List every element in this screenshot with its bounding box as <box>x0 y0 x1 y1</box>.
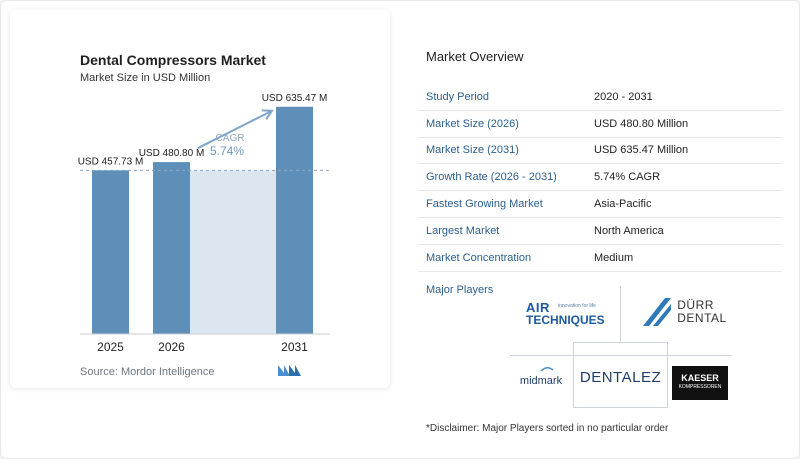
overview-row-value: Asia-Pacific <box>594 198 652 211</box>
overview-row-value: USD 480.80 Million <box>594 117 689 130</box>
grid-line <box>573 342 574 408</box>
data-label: USD 457.73 M <box>78 156 144 167</box>
grid-line <box>573 342 668 343</box>
cagr-arrow-line <box>197 109 273 149</box>
kaeser-logo-line1: KAESER <box>681 373 719 383</box>
x-tick-label: 2025 <box>97 340 124 354</box>
grid-line <box>510 355 732 356</box>
data-label: USD 635.47 M <box>262 93 328 104</box>
air-techniques-logo-bottom: TECHNIQUES <box>526 313 605 327</box>
bar-2025 <box>92 170 129 334</box>
cagr-arrow-head-icon <box>261 109 274 120</box>
overview-row-label: Market Size (2026) <box>426 117 519 130</box>
midmark-logo: midmark <box>512 367 570 392</box>
overview-row-label: Study Period <box>426 90 489 103</box>
growth-band <box>190 170 276 334</box>
overview-row: Largest Market North America <box>418 218 782 245</box>
overview-row-label: Market Size (2031) <box>426 144 519 157</box>
mordor-intelligence-logo-icon <box>278 365 301 376</box>
overview-row: Study Period 2020 - 2031 <box>418 84 782 111</box>
midmark-logo-text: midmark <box>519 375 563 387</box>
grid-line <box>573 407 668 408</box>
durr-dental-logo: DÜRR DENTAL <box>636 292 732 332</box>
overview-row: Growth Rate (2026 - 2031) 5.74% CAGR <box>418 164 782 192</box>
midmark-swoosh-icon <box>540 367 554 372</box>
overview-row: Fastest Growing Market Asia-Pacific <box>418 191 782 218</box>
overview-row-value: 5.74% CAGR <box>594 171 661 184</box>
dentalez-logo: DENTALEZ <box>575 362 666 392</box>
overview-row-value: North America <box>594 224 664 237</box>
overview-row: Market Size (2026) USD 480.80 Million <box>418 111 782 138</box>
bar-2026 <box>153 162 190 334</box>
kaeser-logo-line2: KOMPRESSOREN <box>678 384 722 390</box>
durr-dental-logo-line2: DENTAL <box>677 311 727 325</box>
data-label: USD 480.80 M <box>139 148 205 159</box>
overview-row-label: Largest Market <box>426 224 500 237</box>
source-note: Source: Mordor Intelligence <box>80 366 215 378</box>
cagr-label: CAGR <box>216 133 245 144</box>
durr-dental-mark-icon <box>643 298 672 326</box>
grid-line <box>667 342 668 408</box>
market-overview-table: Study Period 2020 - 2031 Market Size (2026… <box>418 84 782 272</box>
air-techniques-logo-tag: innovation for life <box>558 303 596 309</box>
grid-line <box>620 286 621 342</box>
overview-row: Market Concentration Medium <box>418 245 782 272</box>
overview-row: Market Size (2031) USD 635.47 Million <box>418 138 782 165</box>
cagr-value: 5.74% <box>210 144 244 158</box>
market-overview-title: Market Overview <box>426 49 524 64</box>
overview-row-label: Fastest Growing Market <box>426 198 543 211</box>
major-players-title: Major Players <box>426 284 494 296</box>
air-techniques-logo-top: AIR <box>526 300 550 315</box>
bar-2031 <box>276 106 313 334</box>
chart-subtitle: Market Size in USD Million <box>80 72 211 84</box>
chart-title: Dental Compressors Market <box>80 52 266 68</box>
overview-row-value: 2020 - 2031 <box>594 90 653 103</box>
overview-row-label: Market Concentration <box>426 251 532 264</box>
overview-row-value: Medium <box>594 251 634 264</box>
air-techniques-logo: AIR innovation for life TECHNIQUES <box>520 298 612 330</box>
x-tick-label: 2031 <box>281 340 308 354</box>
disclaimer-note: *Disclaimer: Major Players sorted in no … <box>426 423 669 434</box>
dentalez-logo-text: DENTALEZ <box>579 368 662 386</box>
durr-dental-logo-line1: DÜRR <box>677 298 714 312</box>
kaeser-logo: KAESER KOMPRESSOREN <box>672 366 728 400</box>
overview-row-label: Growth Rate (2026 - 2031) <box>426 171 557 184</box>
overview-row-value: USD 635.47 Million <box>594 144 689 157</box>
x-tick-label: 2026 <box>158 340 185 354</box>
